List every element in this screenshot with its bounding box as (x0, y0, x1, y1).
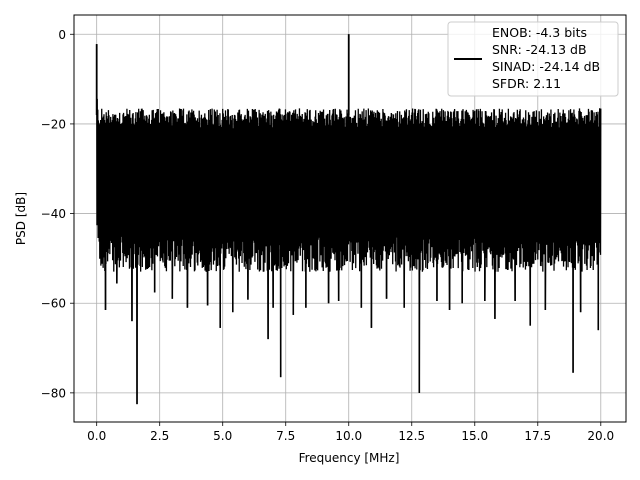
plot-frame (73, 14, 627, 423)
x-axis-label: Frequency [MHz] (299, 451, 400, 465)
y-tick-label: −40 (41, 207, 66, 221)
x-tick-label: 0.0 (87, 429, 106, 443)
y-axis-ticks: 0 −20 −40 −60 −80 (41, 28, 74, 400)
legend-entry-line-4: SFDR: 2.11 (492, 76, 561, 91)
y-tick-label: −80 (41, 386, 66, 400)
x-tick-label: 20.0 (587, 429, 614, 443)
y-tick-label: −60 (41, 297, 66, 311)
legend-entry-line-3: SINAD: -24.14 dB (492, 59, 600, 74)
series-psd (95, 34, 602, 405)
legend-frame (447, 21, 619, 97)
x-tick-label: 5.0 (213, 429, 232, 443)
x-tick-label: 7.5 (276, 429, 295, 443)
x-tick-label: 12.5 (398, 429, 425, 443)
psd-trace (96, 34, 602, 405)
x-tick-label: 17.5 (524, 429, 551, 443)
y-tick-label: 0 (58, 28, 66, 42)
x-tick-label: 2.5 (150, 429, 169, 443)
x-tick-label: 15.0 (461, 429, 488, 443)
legend-entry-line-2: SNR: -24.13 dB (492, 42, 587, 57)
x-tick-label: 10.0 (335, 429, 362, 443)
y-tick-label: −20 (41, 117, 66, 131)
x-axis-ticks: 0.0 2.5 5.0 7.5 10.0 12.5 15.0 17.5 20.0 (87, 422, 614, 443)
y-axis-label: PSD [dB] (14, 192, 28, 245)
legend-entry-line-1: ENOB: -4.3 bits (492, 25, 587, 40)
legend: ENOB: -4.3 bits SNR: -24.13 dB SINAD: -2… (447, 21, 619, 97)
